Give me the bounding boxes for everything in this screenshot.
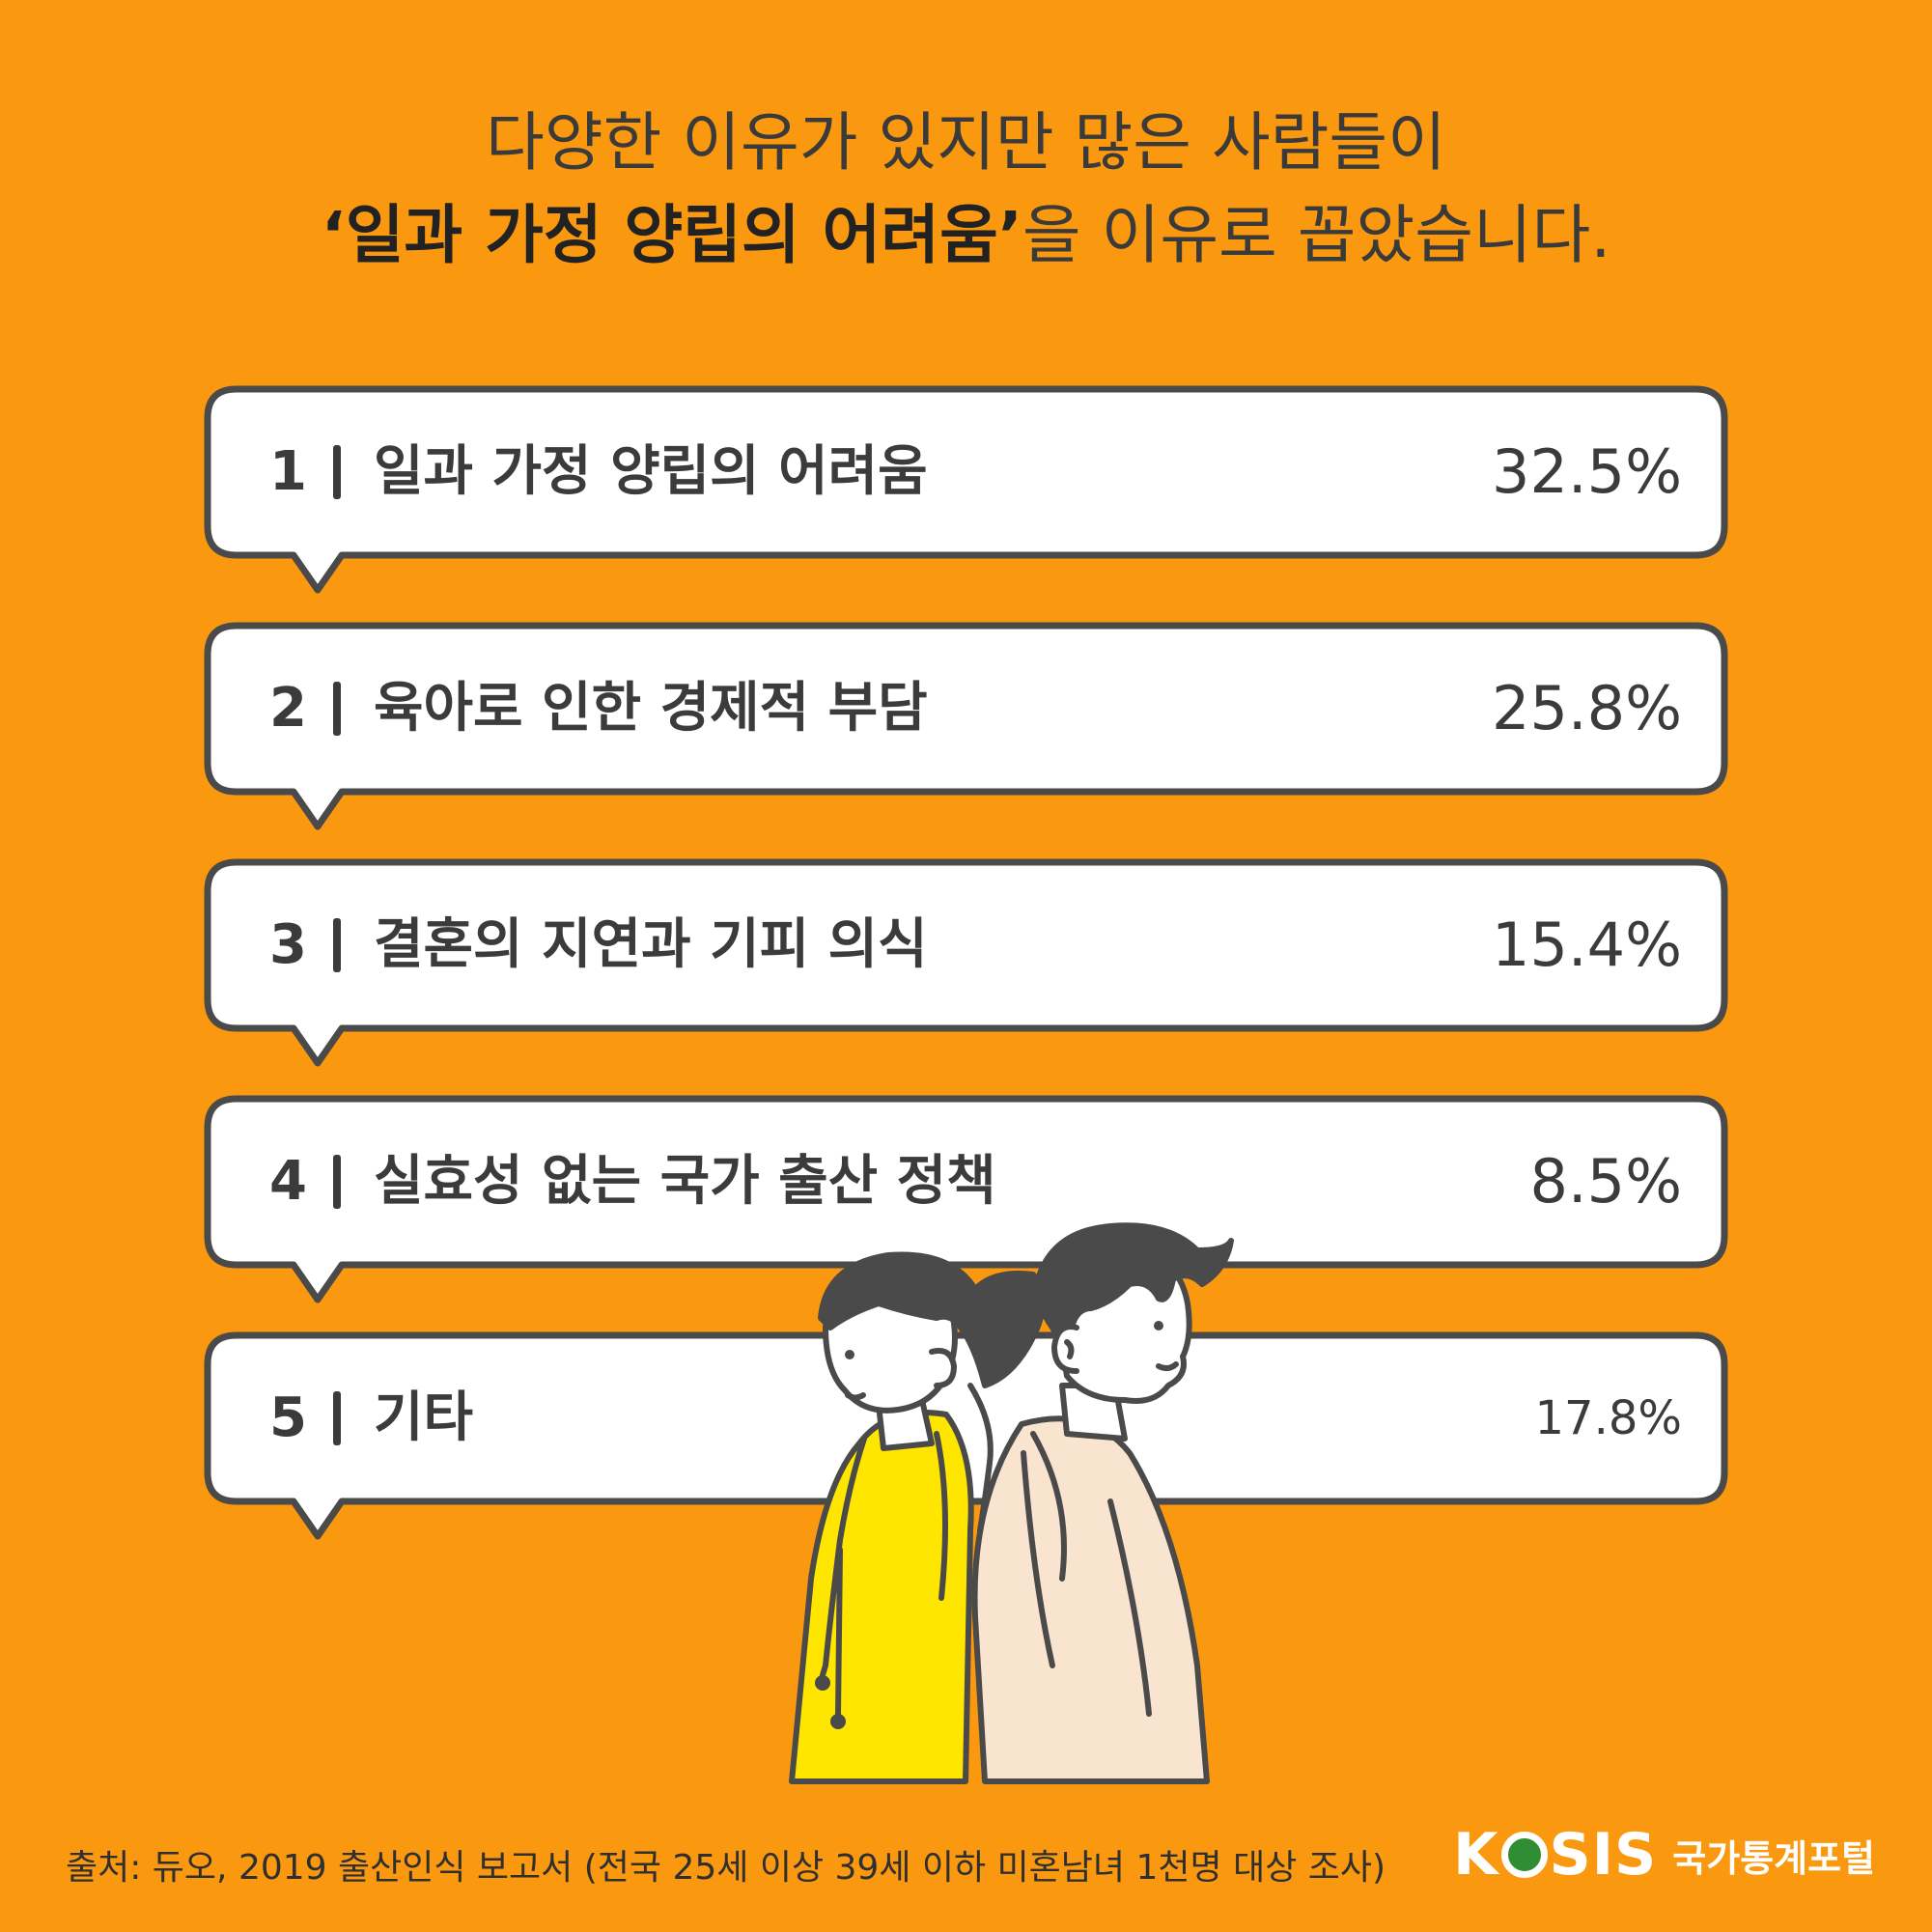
reason-label: 육아로 인한 경제적 부담 [374,677,928,740]
kosis-wordmark: K SIS [1453,1821,1657,1889]
headline-rest: 을 이유로 꼽았습니다. [1022,198,1611,272]
speech-bubble-icon [204,858,1728,1067]
headline-line2: ‘일과 가정 양립의 어려움’을 이유로 꼽았습니다. [0,189,1932,282]
reason-label: 결혼의 지연과 기피 의식 [374,913,928,976]
reason-item-4: 4 실효성 없는 국가 출산 정책 8.5% [204,1095,1728,1303]
reason-rank: 5 [269,1386,307,1449]
logo-o-icon [1500,1832,1548,1878]
reason-item-5: 5 기타 17.8% [204,1331,1728,1540]
separator [333,1391,341,1445]
separator [333,445,341,499]
reason-rank: 4 [269,1150,307,1213]
reason-label: 일과 가정 양립의 어려움 [374,440,928,503]
reason-label: 실효성 없는 국가 출산 정책 [374,1150,996,1213]
source-note: 출처: 듀오, 2019 출산인식 보고서 (전국 25세 이상 39세 이하 … [66,1848,1386,1888]
reason-rank: 2 [269,677,307,740]
speech-bubble-icon [204,1331,1728,1540]
separator [333,918,341,972]
reason-item-3: 3 결혼의 지연과 기피 의식 15.4% [204,858,1728,1067]
reason-value: 15.4% [1492,910,1682,980]
portal-name: 국가통계포털 [1672,1836,1876,1880]
separator [333,1155,341,1209]
separator [333,682,341,736]
logo-letters-sis: SIS [1549,1821,1658,1889]
reason-value: 25.8% [1492,673,1682,743]
reason-value: 32.5% [1492,436,1682,507]
kosis-logo: K SIS 국가통계포털 [1453,1821,1875,1898]
speech-bubble-icon [204,385,1728,594]
headline-line1: 다양한 이유가 있지만 많은 사람들이 [486,105,1446,180]
speech-bubble-icon [204,1095,1728,1303]
reason-label: 기타 [374,1386,474,1449]
reason-rank: 1 [269,440,307,503]
speech-bubble-icon [204,622,1728,830]
headline-highlight: ‘일과 가정 양립의 어려움’ [321,198,1022,272]
reason-item-2: 2 육아로 인한 경제적 부담 25.8% [204,622,1728,830]
reason-rank: 3 [269,913,307,976]
reason-value: 17.8% [1534,1391,1682,1445]
couple-illustration [789,1222,1234,1784]
reason-item-1: 1 일과 가정 양립의 어려움 32.5% [204,385,1728,594]
reason-value: 8.5% [1529,1146,1682,1217]
headline: 다양한 이유가 있지만 많은 사람들이 ‘일과 가정 양립의 어려움’을 이유로… [0,97,1932,282]
logo-letter-k: K [1453,1821,1499,1889]
